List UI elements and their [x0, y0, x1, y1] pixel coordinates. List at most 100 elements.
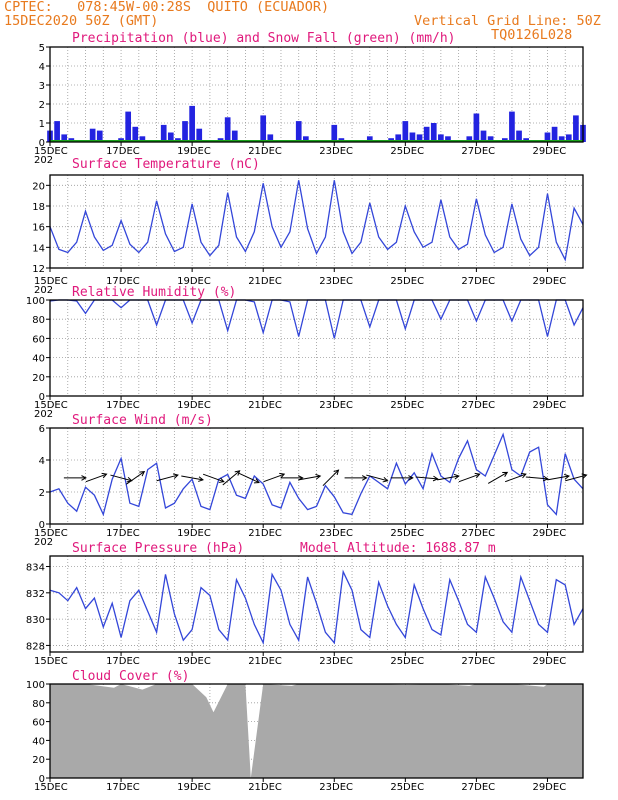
wind-vector-shaft: [222, 470, 240, 486]
y-tick-label: 80: [32, 699, 45, 710]
wind-vector-head: [542, 475, 549, 482]
wind-vector-shaft: [181, 475, 204, 481]
wind-vector-head: [564, 473, 570, 480]
precip-bar: [423, 126, 430, 142]
x-tick-label: 27DEC: [461, 400, 495, 411]
x-tick-label: 15DEC: [34, 656, 68, 667]
x-tick-label: 23DEC: [319, 146, 353, 157]
header-source-location: CPTEC: 078:45W-00:28S QUITO (ECUADOR): [4, 0, 329, 14]
y-tick-label: 3: [39, 81, 45, 92]
panel-title: Precipitation (blue) and Snow Fall (gree…: [72, 31, 456, 46]
y-tick-label: 1: [39, 119, 45, 130]
x-tick-label: 17DEC: [106, 656, 140, 667]
wind-vector-shaft: [110, 474, 132, 482]
x-tick-label: 21DEC: [248, 528, 282, 539]
precip-bar: [167, 132, 174, 142]
x-tick-label: 27DEC: [461, 656, 495, 667]
precip-bar: [565, 134, 572, 142]
wind-vector-head: [361, 475, 368, 481]
y-tick-label: 20: [32, 373, 45, 384]
x-tick-label: 15DEC: [34, 782, 68, 793]
y-tick-label: 60: [32, 334, 45, 345]
precip-bar: [54, 121, 60, 142]
series-line: [49, 569, 584, 646]
precip-bar: [430, 123, 437, 142]
wind-vector-head: [101, 472, 108, 479]
panel-frame: [49, 427, 584, 525]
precip-bar: [125, 111, 132, 142]
wind-vector-head: [218, 477, 225, 483]
precip-bar: [409, 132, 416, 142]
wind-vector-head: [253, 478, 260, 484]
wind-vector-head: [432, 475, 439, 482]
wind-vector-head: [333, 469, 340, 476]
wind-vector-shaft: [458, 473, 480, 483]
precip-bar: [466, 136, 473, 142]
y-tick-label: 0: [39, 520, 45, 531]
x-tick-label: 23DEC: [319, 400, 353, 411]
wind-vector-head: [382, 476, 389, 483]
precip-bar: [132, 126, 139, 142]
x-tick-label: 29DEC: [532, 656, 566, 667]
precip-bar: [89, 128, 96, 142]
wind-vector-shaft: [437, 475, 459, 481]
x-tick-label: 17DEC: [106, 146, 140, 157]
x-tick-label: 29DEC: [532, 276, 566, 287]
wind-vector-shaft: [322, 469, 339, 487]
y-tick-label: 40: [32, 736, 45, 747]
panel-title: Cloud Cover (%): [72, 669, 189, 684]
precip-bar: [160, 124, 167, 142]
x-tick-label: 25DEC: [390, 528, 424, 539]
precip-bar: [196, 128, 203, 142]
x-tick-label: 21DEC: [248, 656, 282, 667]
y-tick-label: 16: [32, 223, 45, 234]
x-tick-label: 25DEC: [390, 656, 424, 667]
precip-bar: [558, 136, 565, 142]
y-tick-label: 20: [32, 181, 45, 192]
y-tick-label: 832: [26, 589, 45, 600]
x-tick-label: 25DEC: [390, 146, 424, 157]
precip-bar: [224, 117, 231, 142]
precip-bar: [509, 111, 515, 142]
y-tick-label: 14: [32, 243, 45, 254]
x-tick-label: 19DEC: [177, 146, 211, 157]
wind-vector-shaft: [156, 474, 179, 482]
panel-frame: [49, 555, 584, 653]
x-tick-label: 29DEC: [532, 400, 566, 411]
y-tick-label: 830: [26, 615, 45, 626]
panel-title: Surface Temperature (nC): [72, 157, 260, 172]
x-tick-label: 27DEC: [461, 528, 495, 539]
x-tick-label: 15DEC: [34, 146, 68, 157]
y-tick-label: 100: [26, 296, 45, 307]
precip-bar: [139, 136, 146, 142]
x-tick-label: 17DEC: [106, 276, 140, 287]
y-tick-label: 12: [32, 264, 45, 275]
header-source: CPTEC:: [4, 0, 53, 15]
precip-bar: [302, 136, 309, 142]
precip-bar: [260, 115, 267, 142]
precip-bar: [395, 134, 402, 142]
y-tick-label: 2: [39, 488, 45, 499]
y-tick-label: 4: [39, 62, 45, 73]
panel-annotation: Model Altitude: 1688.87 m: [300, 541, 496, 556]
wind-vector-shaft: [202, 473, 224, 483]
wind-vector-shaft: [504, 473, 526, 483]
x-tick-label: 19DEC: [177, 656, 211, 667]
x-tick-label: 23DEC: [319, 276, 353, 287]
wind-vector-head: [198, 476, 204, 482]
wind-vector-head: [502, 471, 509, 477]
wind-vector-head: [81, 475, 87, 481]
precip-bar: [189, 105, 195, 142]
x-tick-label: 25DEC: [390, 400, 424, 411]
y-tick-label: 100: [26, 680, 45, 691]
precip-bar: [231, 130, 238, 142]
x-tick-label: 23DEC: [319, 656, 353, 667]
series-line: [49, 432, 584, 517]
x-tick-label: 17DEC: [106, 782, 140, 793]
x-year-fragment: 202: [34, 285, 53, 296]
x-tick-label: 23DEC: [319, 782, 353, 793]
x-tick-label: 21DEC: [248, 276, 282, 287]
precip-bar: [295, 121, 302, 142]
y-tick-label: 0: [39, 774, 45, 785]
wind-vector-head: [279, 472, 286, 479]
